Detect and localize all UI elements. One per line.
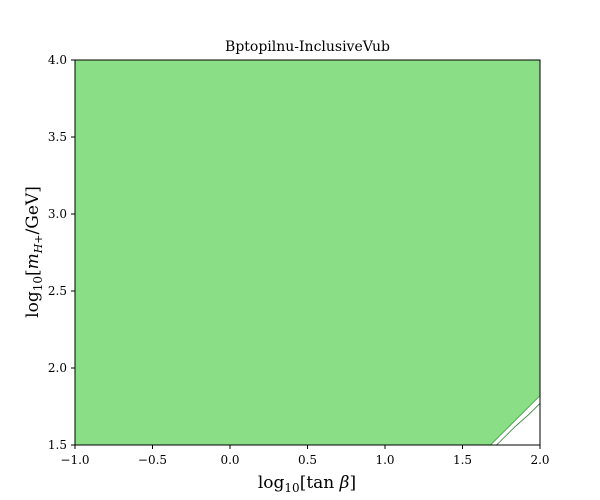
y-tick-label: 3.5	[48, 130, 67, 144]
x-tick-label: −1.0	[60, 453, 89, 467]
y-tick-label: 2.0	[48, 361, 67, 375]
inner-contour-line	[496, 403, 541, 446]
chart-title: Bptopilnu-InclusiveVub	[225, 39, 390, 55]
x-tick-label: 1.5	[453, 453, 472, 467]
x-axis: −1.0 −0.5 0.0 0.5 1.0 1.5 2.0	[60, 445, 550, 467]
y-axis-label: log10[mH+/GeV]	[23, 186, 45, 318]
y-tick-label: 1.5	[48, 438, 67, 452]
y-tick-label: 2.5	[48, 284, 67, 298]
x-tick-label: 0.5	[298, 453, 317, 467]
x-tick-label: −0.5	[138, 453, 167, 467]
x-axis-label: log10[tan β]	[258, 473, 356, 495]
y-axis: 1.5 2.0 2.5 3.0 3.5 4.0	[48, 53, 75, 452]
y-tick-label: 3.0	[48, 207, 67, 221]
plot-area	[74, 59, 541, 446]
x-tick-label: 1.0	[375, 453, 394, 467]
allowed-region	[74, 59, 541, 446]
x-tick-label: 0.0	[220, 453, 239, 467]
x-tick-label: 2.0	[530, 453, 549, 467]
y-tick-label: 4.0	[48, 53, 67, 67]
